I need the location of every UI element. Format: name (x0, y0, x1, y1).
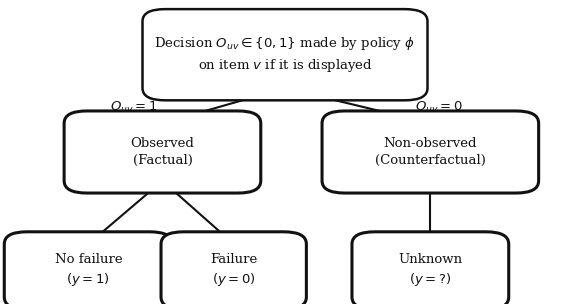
Text: Non-observed
(Counterfactual): Non-observed (Counterfactual) (375, 137, 486, 167)
Text: No failure
$(y = 1)$: No failure $(y = 1)$ (55, 253, 122, 288)
FancyBboxPatch shape (352, 232, 508, 304)
FancyBboxPatch shape (161, 232, 307, 304)
Text: $O_{uv} = 0$: $O_{uv} = 0$ (415, 100, 463, 116)
FancyBboxPatch shape (4, 232, 172, 304)
Text: Observed
(Factual): Observed (Factual) (131, 137, 194, 167)
Text: $O_{uv} = 1$: $O_{uv} = 1$ (110, 100, 158, 116)
FancyBboxPatch shape (142, 9, 428, 100)
Text: Failure
$(y = 0)$: Failure $(y = 0)$ (210, 253, 257, 288)
FancyBboxPatch shape (64, 111, 261, 193)
FancyBboxPatch shape (322, 111, 539, 193)
Text: Unknown
$(y = ?)$: Unknown $(y = ?)$ (398, 253, 462, 288)
Text: Decision $O_{uv} \in \{0,1\}$ made by policy $\phi$
on item $v$ if it is display: Decision $O_{uv} \in \{0,1\}$ made by po… (154, 35, 416, 74)
